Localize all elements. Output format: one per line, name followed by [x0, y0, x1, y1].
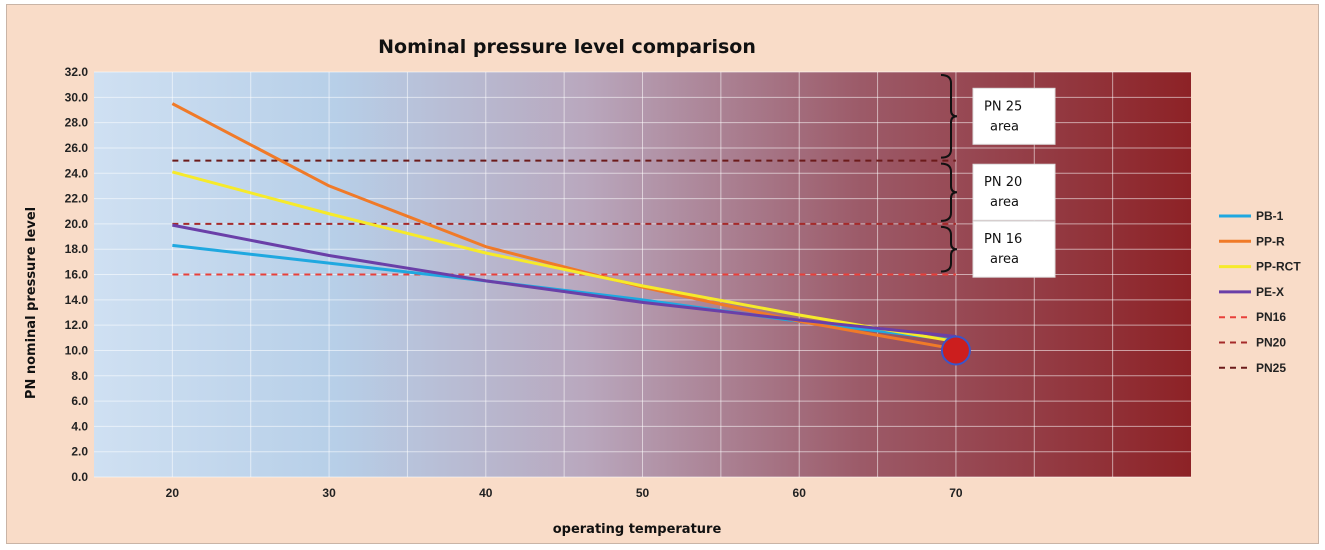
- annotation-title-1: PN 20: [984, 175, 1022, 190]
- y-tick-label-12: 24.0: [65, 166, 89, 180]
- legend: PB-1 PP-R PP-RCT PE-X PN16 PN20 PN25: [1219, 209, 1301, 375]
- highlight-marker: [940, 335, 971, 366]
- y-tick-label-10: 20.0: [65, 217, 89, 231]
- series-group: [171, 102, 971, 366]
- x-axis-ticks: 20 30 40 50 60 70: [166, 486, 963, 500]
- y-tick-label-15: 30.0: [65, 90, 89, 104]
- series-line-pe-x: [172, 223, 957, 339]
- y-axis-ticks: 0.0 2.0 4.0 6.0 8.0 10.0 12.0 14.0 16.0 18.0 20.0 2…: [65, 65, 89, 484]
- y-tick-label-9: 18.0: [65, 242, 89, 256]
- y-tick-label-2: 4.0: [71, 419, 88, 433]
- legend-label-pn20: PN20: [1256, 336, 1286, 350]
- pressure-chart: 0.0 2.0 4.0 6.0 8.0 10.0 12.0 14.0 16.0 18.0 20.0 2…: [24, 36, 1301, 537]
- y-tick-label-5: 10.0: [65, 343, 89, 357]
- legend-label-pn16: PN16: [1256, 310, 1286, 324]
- annotations: PN 25 area PN 20 area PN 16 area: [940, 74, 1056, 278]
- legend-label-pp-r: PP-R: [1256, 234, 1285, 248]
- legend-label-pn25: PN25: [1256, 361, 1286, 375]
- x-tick-label-1: 30: [322, 486, 336, 500]
- series-line-pp-r: [171, 102, 957, 351]
- x-tick-label-4: 60: [793, 486, 807, 500]
- x-tick-label-0: 20: [166, 486, 180, 500]
- y-tick-label-8: 16.0: [65, 268, 89, 282]
- annotation-box-2: [972, 220, 1056, 278]
- chart-frame: 0.0 2.0 4.0 6.0 8.0 10.0 12.0 14.0 16.0 18.0 20.0 2…: [6, 4, 1319, 544]
- y-tick-label-7: 14.0: [65, 293, 89, 307]
- annotation-subtitle-1: area: [990, 195, 1019, 210]
- y-tick-label-3: 6.0: [71, 394, 88, 408]
- y-tick-label-0: 0.0: [71, 470, 88, 484]
- series-line-pp-rct: [171, 170, 957, 344]
- annotation-box-0: [972, 87, 1056, 145]
- annotation-box-1: [972, 163, 1056, 221]
- brace-0: [940, 74, 958, 159]
- y-tick-label-6: 12.0: [65, 318, 89, 332]
- annotation-subtitle-2: area: [990, 252, 1019, 267]
- brace-1: [940, 162, 958, 222]
- x-tick-label-5: 70: [949, 486, 963, 500]
- x-axis-label: operating temperature: [553, 522, 722, 537]
- x-tick-label-3: 50: [636, 486, 650, 500]
- y-tick-label-13: 26.0: [65, 141, 89, 155]
- y-tick-label-16: 32.0: [65, 65, 89, 79]
- annotation-title-2: PN 16: [984, 232, 1022, 247]
- y-axis-label: PN nominal pressure level: [24, 207, 39, 399]
- y-tick-label-11: 22.0: [65, 192, 89, 206]
- y-tick-label-14: 28.0: [65, 116, 89, 130]
- x-tick-label-2: 40: [479, 486, 493, 500]
- chart-title: Nominal pressure level comparison: [378, 36, 756, 58]
- y-tick-label-1: 2.0: [71, 445, 88, 459]
- annotation-subtitle-0: area: [990, 119, 1019, 134]
- legend-label-pb-1: PB-1: [1256, 209, 1284, 223]
- y-tick-label-4: 8.0: [71, 369, 88, 383]
- brace-2: [940, 225, 958, 273]
- annotation-title-0: PN 25: [984, 99, 1022, 114]
- legend-label-pe-x: PE-X: [1256, 285, 1284, 299]
- legend-label-pp-rct: PP-RCT: [1256, 260, 1301, 274]
